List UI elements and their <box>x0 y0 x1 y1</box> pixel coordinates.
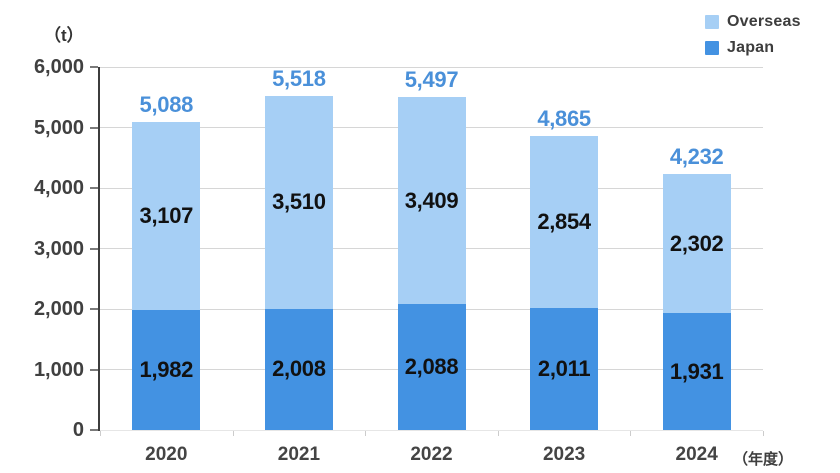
bar-segment-overseas: 2,302 <box>662 173 731 314</box>
bar-segment-overseas: 3,409 <box>397 97 466 304</box>
x-axis-tick <box>630 431 632 436</box>
x-axis-label: 2024 <box>675 444 718 465</box>
y-axis-tick <box>90 429 98 431</box>
x-axis-label: 2021 <box>277 444 321 465</box>
x-axis-tick <box>497 431 499 436</box>
y-axis-tick <box>90 126 98 129</box>
y-axis-line <box>98 67 100 431</box>
bar-segment-japan: 1,931 <box>662 313 731 430</box>
y-axis-label: 6,000 <box>33 56 84 78</box>
x-axis-label: 2023 <box>542 444 586 465</box>
bar-segment-overseas: 3,510 <box>264 96 333 309</box>
x-axis-label: 2022 <box>410 444 453 465</box>
y-axis-unit-label: （t） <box>44 26 84 45</box>
x-axis-line <box>100 430 763 431</box>
x-axis-tick <box>232 431 234 436</box>
x-axis-tick <box>365 431 367 436</box>
bar-segment-japan: 1,982 <box>132 310 201 430</box>
bar-segment-japan: 2,011 <box>530 308 599 430</box>
x-axis-unit-label: （年度） <box>733 451 794 468</box>
legend-item-japan: Japan <box>705 35 801 61</box>
y-axis-label: 2,000 <box>33 298 84 320</box>
legend-item-overseas: Overseas <box>705 9 801 35</box>
bar-segment-japan: 2,088 <box>397 303 466 430</box>
y-axis-tick <box>90 187 98 189</box>
legend: Overseas Japan <box>705 9 801 61</box>
x-axis-tick <box>763 431 764 436</box>
y-axis-label: 4,000 <box>33 177 84 199</box>
bar-total-label: 5,518 <box>272 66 326 92</box>
bar-segment-overseas: 3,107 <box>132 122 201 311</box>
legend-swatch-japan-icon <box>705 41 719 55</box>
x-axis-tick <box>100 431 101 436</box>
y-axis-label: 0 <box>72 419 84 441</box>
bar-total-label: 5,497 <box>404 67 459 93</box>
y-axis-tick <box>90 247 98 250</box>
y-axis-label: 1,000 <box>33 358 84 381</box>
y-axis-tick <box>90 368 98 371</box>
y-axis-tick <box>90 308 98 310</box>
bar-total-label: 4,232 <box>669 143 724 169</box>
y-axis-tick <box>90 66 98 68</box>
x-axis-label: 2020 <box>145 444 188 465</box>
legend-label-overseas: Overseas <box>727 13 801 30</box>
legend-label-japan: Japan <box>727 39 775 56</box>
bar-total-label: 5,088 <box>139 92 194 118</box>
y-axis-label: 5,000 <box>33 116 84 139</box>
bar-segment-japan: 2,008 <box>264 308 333 430</box>
y-axis-label: 3,000 <box>33 237 84 260</box>
legend-swatch-overseas-icon <box>705 15 719 29</box>
gridline <box>100 66 763 68</box>
bar-total-label: 4,865 <box>537 105 591 131</box>
bar-segment-overseas: 2,854 <box>530 135 599 309</box>
